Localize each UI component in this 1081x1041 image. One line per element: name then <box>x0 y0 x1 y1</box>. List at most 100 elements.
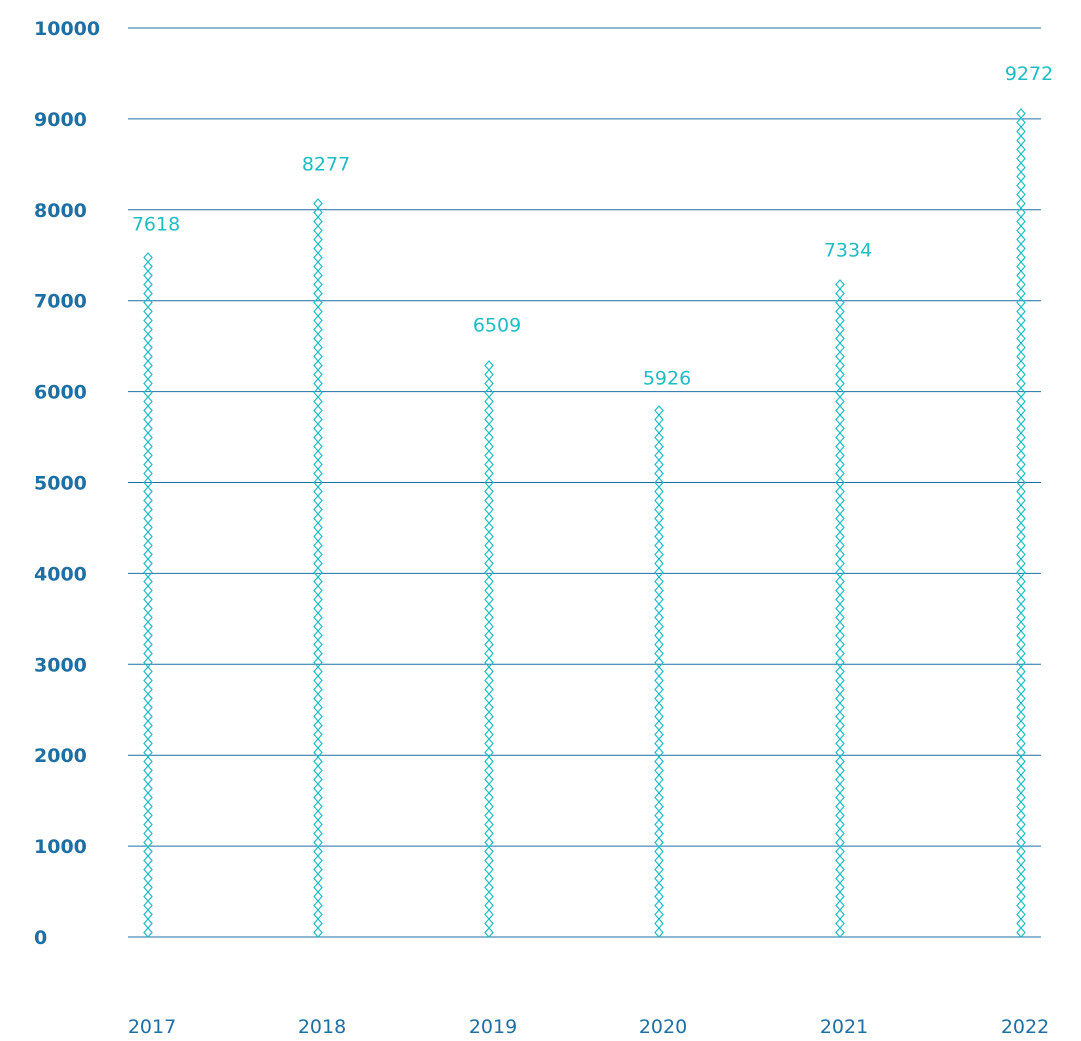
bar-segment <box>143 639 153 650</box>
bar-segment <box>143 729 153 740</box>
bar-segment <box>654 450 664 461</box>
y-tick-label: 4000 <box>34 563 87 585</box>
bar-segment <box>484 468 494 479</box>
bar-segment <box>143 864 153 875</box>
bar-segment <box>143 819 153 830</box>
data-label: 7618 <box>132 214 180 236</box>
bar-segment <box>484 639 494 650</box>
bar-segment <box>654 432 664 443</box>
bar-segment <box>1016 639 1026 650</box>
bar-segment <box>835 810 845 821</box>
bar-segment <box>835 495 845 506</box>
bar-segment <box>313 738 323 749</box>
bar-segment <box>1016 450 1026 461</box>
bar-segment <box>143 450 153 461</box>
bar-segment <box>654 621 664 632</box>
bar-segment <box>313 477 323 488</box>
bar-segment <box>835 315 845 326</box>
bar-segment <box>313 720 323 731</box>
bar-segment <box>835 486 845 497</box>
bar-segment <box>484 846 494 857</box>
bar-segment <box>484 378 494 389</box>
bar-segment <box>313 801 323 812</box>
y-tick-label: 0 <box>34 927 47 949</box>
bar-segment <box>313 378 323 389</box>
bar-segment <box>1016 774 1026 785</box>
bar-segment <box>313 207 323 218</box>
bar-segment <box>143 378 153 389</box>
bar-segment <box>1016 414 1026 425</box>
bar-segment <box>484 693 494 704</box>
bar-segment <box>835 909 845 920</box>
bar-segment <box>313 810 323 821</box>
bar-segment <box>484 765 494 776</box>
x-tick-label: 2020 <box>639 1016 687 1038</box>
bar-segment <box>484 900 494 911</box>
bar-segment <box>654 918 664 929</box>
bar-segment <box>313 369 323 380</box>
y-tick-label: 2000 <box>34 745 87 767</box>
bar-segment <box>1016 567 1026 578</box>
bar-segment <box>484 522 494 533</box>
bar-segment <box>654 783 664 794</box>
bar-segment <box>484 459 494 470</box>
x-tick-label: 2017 <box>128 1016 176 1038</box>
bar-segment <box>313 450 323 461</box>
bar-segment <box>313 441 323 452</box>
bar-segment <box>484 684 494 695</box>
bar-segment <box>835 432 845 443</box>
bar-segment <box>654 927 664 938</box>
bar-segment <box>1016 558 1026 569</box>
bar-segment <box>1016 306 1026 317</box>
bar-segment <box>1016 504 1026 515</box>
bar-segment <box>835 504 845 515</box>
data-label: 9272 <box>1005 63 1053 85</box>
data-label: 7334 <box>824 239 872 261</box>
bar-segment <box>654 666 664 677</box>
bar-segment <box>835 369 845 380</box>
bar-segment <box>484 549 494 560</box>
bar-segment <box>1016 207 1026 218</box>
bar-segment <box>1016 900 1026 911</box>
bar-segment <box>143 279 153 290</box>
bar-segment <box>313 711 323 722</box>
bar-segment <box>143 765 153 776</box>
bar-segment <box>484 927 494 938</box>
bar-segment <box>1016 531 1026 542</box>
bar-segment <box>654 729 664 740</box>
bar-segment <box>835 738 845 749</box>
bar-segment <box>1016 882 1026 893</box>
bar-segment <box>1016 315 1026 326</box>
bar-segment <box>143 873 153 884</box>
bar-segment <box>1016 927 1026 938</box>
bar-segment <box>1016 126 1026 137</box>
bar-segment <box>1016 621 1026 632</box>
bar-segment <box>143 396 153 407</box>
bar-segment <box>835 666 845 677</box>
bar-segment <box>654 873 664 884</box>
data-label: 6509 <box>473 314 521 336</box>
bar-segment <box>484 603 494 614</box>
bar-segment <box>143 423 153 434</box>
bar-segment <box>835 720 845 731</box>
y-tick-label: 5000 <box>34 473 87 495</box>
bar-segment <box>313 621 323 632</box>
bar-segment <box>1016 486 1026 497</box>
bar-segment <box>1016 441 1026 452</box>
bar-segment <box>1016 522 1026 533</box>
data-labels: 7618 8277 6509 5926 7334 9272 <box>132 63 1053 389</box>
bar-segment <box>654 711 664 722</box>
bar-segment <box>313 900 323 911</box>
bar-segment <box>143 846 153 857</box>
bar-segment <box>835 846 845 857</box>
bar-segment <box>1016 783 1026 794</box>
x-axis-tick-labels: 2017 2018 2019 2020 2021 2022 <box>128 1016 1049 1038</box>
bar-segment <box>143 441 153 452</box>
bar-segment <box>484 486 494 497</box>
bar-segment <box>484 675 494 686</box>
bar-segment <box>654 603 664 614</box>
bar-segment <box>143 909 153 920</box>
bar-segment <box>835 639 845 650</box>
bar-segment <box>313 504 323 515</box>
bar-segment <box>654 828 664 839</box>
